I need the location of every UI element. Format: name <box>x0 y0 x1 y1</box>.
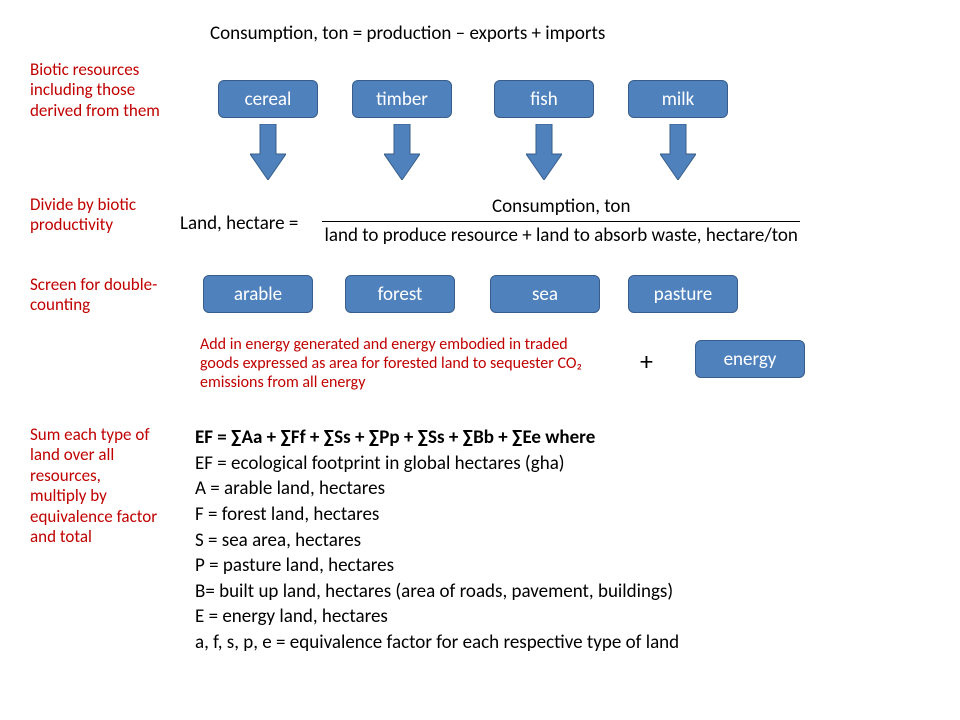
arrow-2 <box>384 124 420 180</box>
land-eq-lhs: Land, hectare = <box>180 212 298 236</box>
box-timber: timber <box>352 80 452 118</box>
formula-line-4: F = forest land, hectares <box>195 502 915 528</box>
box-cereal: cereal <box>218 80 318 118</box>
formula-line-9: a, f, s, p, e = equivalence factor for e… <box>195 630 915 656</box>
box-sea: sea <box>490 275 600 313</box>
land-eq-numerator: Consumption, ton <box>322 195 800 222</box>
box-fish: fish <box>494 80 594 118</box>
plus-sign: + <box>640 345 653 377</box>
formula-line-2: EF = ecological footprint in global hect… <box>195 451 915 477</box>
box-forest: forest <box>345 275 455 313</box>
side-label-divide: Divide by biotic productivity <box>30 195 160 236</box>
energy-note: Add in energy generated and energy embod… <box>200 335 610 393</box>
box-energy: energy <box>695 340 805 378</box>
box-arable: arable <box>203 275 313 313</box>
side-label-biotic: Biotic resources including those derived… <box>30 60 160 121</box>
formula-line-3: A = arable land, hectares <box>195 476 915 502</box>
formula-line-8: E = energy land, hectares <box>195 604 915 630</box>
formula-block: EF = ∑Aa + ∑Ff + ∑Ss + ∑Pp + ∑Ss + ∑Bb +… <box>195 425 915 656</box>
arrow-1 <box>250 124 286 180</box>
side-label-sum: Sum each type of land over all resources… <box>30 425 160 547</box>
side-label-screen: Screen for double-counting <box>30 275 160 316</box>
formula-line-1: EF = ∑Aa + ∑Ff + ∑Ss + ∑Pp + ∑Ss + ∑Bb +… <box>195 425 915 451</box>
arrow-4 <box>660 124 696 180</box>
arrow-3 <box>526 124 562 180</box>
top-equation: Consumption, ton = production – exports … <box>210 22 605 46</box>
formula-line-5: S = sea area, hectares <box>195 528 915 554</box>
formula-line-7: B= built up land, hectares (area of road… <box>195 579 915 605</box>
formula-line-6: P = pasture land, hectares <box>195 553 915 579</box>
box-pasture: pasture <box>628 275 738 313</box>
box-milk: milk <box>628 80 728 118</box>
land-eq-denominator: land to produce resource + land to absor… <box>322 222 800 248</box>
